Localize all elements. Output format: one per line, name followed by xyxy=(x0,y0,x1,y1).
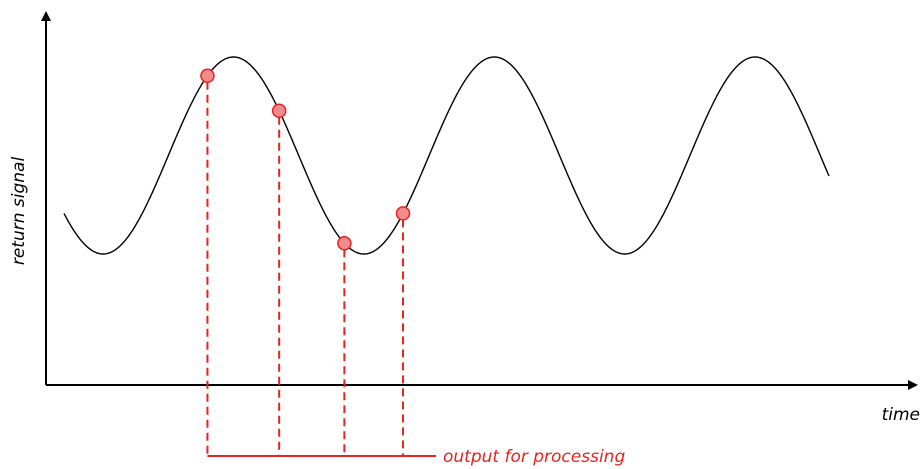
sample-point xyxy=(201,69,214,82)
output-label: output for processing xyxy=(443,447,625,467)
y-axis-label: return signal xyxy=(9,157,29,266)
axes xyxy=(46,13,916,385)
sample-points xyxy=(201,69,410,249)
x-axis-label: time xyxy=(882,405,920,425)
sample-point xyxy=(397,207,410,220)
sample-drop-lines xyxy=(207,82,403,456)
sample-point xyxy=(338,237,351,250)
return-signal-wave xyxy=(64,57,829,254)
sample-point xyxy=(273,104,286,117)
